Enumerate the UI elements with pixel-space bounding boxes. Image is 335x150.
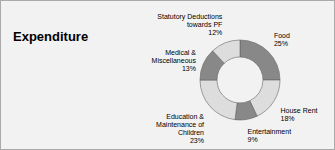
html-text:Expenditure: Expenditure bbox=[13, 29, 89, 44]
svg-text:Education &Maintenance ofChild: Education &Maintenance ofChildren23% bbox=[156, 113, 204, 144]
svg-text:Food25%: Food25% bbox=[274, 32, 290, 47]
svg-text:House Rent18%: House Rent18% bbox=[281, 107, 318, 122]
svg-text:Statutory Deductionstowards PF: Statutory Deductionstowards PF12% bbox=[157, 13, 222, 36]
svg-text:Medical &Miscellaneous13%: Medical &Miscellaneous13% bbox=[152, 49, 197, 72]
svg-text:Entertainment9%: Entertainment9% bbox=[248, 128, 292, 143]
